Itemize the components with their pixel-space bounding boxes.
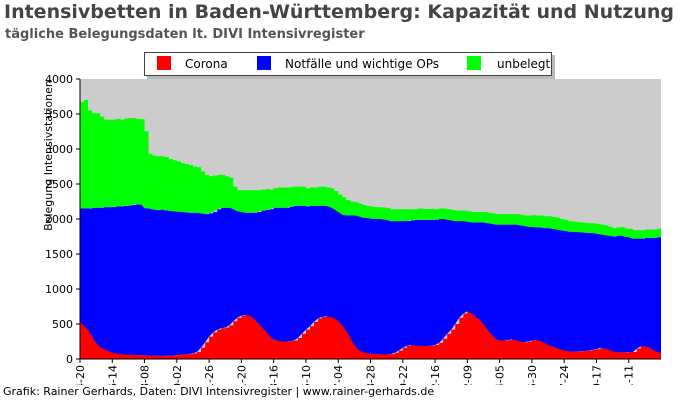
y-tick-label: 4000 xyxy=(45,73,73,86)
chart-title: Intensivbetten in Baden-Württemberg: Kap… xyxy=(4,1,674,23)
legend-label-corona: Corona xyxy=(185,57,228,71)
legend-swatch-notfaelle xyxy=(257,56,271,70)
x-tick-label: -08-08 xyxy=(139,365,152,385)
legend-swatch-unbelegt xyxy=(467,56,481,70)
area-corona xyxy=(80,311,661,359)
x-tick-label: -03-16 xyxy=(268,365,281,385)
x-tick-label: -09-17 xyxy=(590,365,603,385)
y-tick-label: 1500 xyxy=(45,248,73,261)
x-tick-label: -11-11 xyxy=(623,365,636,385)
footer-credit: Grafik: Rainer Gerhards, Daten: DIVI Int… xyxy=(3,385,435,398)
legend: Corona Notfälle und wichtige OPs unbeleg… xyxy=(144,52,552,76)
x-tick-label: -05-10 xyxy=(300,365,313,385)
chart-subtitle: tägliche Belegungsdaten lt. DIVI Intensi… xyxy=(5,27,365,42)
x-tick-label: -04-05 xyxy=(494,365,507,385)
x-tick-label: -01-20 xyxy=(235,365,248,385)
y-axis-ticks: 0 500 1000 1500 2000 2500 3000 3500 4000 xyxy=(45,73,80,366)
x-tick-label: -10-22 xyxy=(397,365,410,385)
x-tick-label: -08-28 xyxy=(365,365,378,385)
y-tick-label: 500 xyxy=(52,318,73,331)
x-tick-label: -11-26 xyxy=(203,365,216,385)
y-tick-label: 2000 xyxy=(45,213,73,226)
x-tick-label: -10-02 xyxy=(171,365,184,385)
area-notfaelle xyxy=(80,203,661,356)
y-axis-label: Belegung Intensivstationen xyxy=(42,80,55,231)
x-tick-label: -04-20 xyxy=(74,365,87,385)
x-tick-label: -07-24 xyxy=(558,365,571,385)
y-tick-label: 3000 xyxy=(45,143,73,156)
y-tick-label: 3500 xyxy=(45,108,73,121)
x-tick-label: -12-16 xyxy=(429,365,442,385)
x-tick-label: -02-09 xyxy=(461,365,474,385)
y-tick-label: 2500 xyxy=(45,178,73,191)
legend-swatch-corona xyxy=(157,56,171,70)
legend-label-unbelegt: unbelegt xyxy=(497,57,551,71)
area-unbelegt xyxy=(80,100,661,239)
stacked-areas xyxy=(80,100,661,359)
legend-label-notfaelle: Notfälle und wichtige OPs xyxy=(285,57,440,71)
y-tick-label: 0 xyxy=(66,353,73,366)
x-tick-label: -05-30 xyxy=(526,365,539,385)
x-tick-label: -07-04 xyxy=(332,365,345,385)
x-axis-ticks: -04-20 -06-14 -08-08 -10-02 -11-26 -01-20 -03-… xyxy=(74,359,636,385)
x-tick-label: -06-14 xyxy=(106,365,119,385)
y-tick-label: 1000 xyxy=(45,283,73,296)
